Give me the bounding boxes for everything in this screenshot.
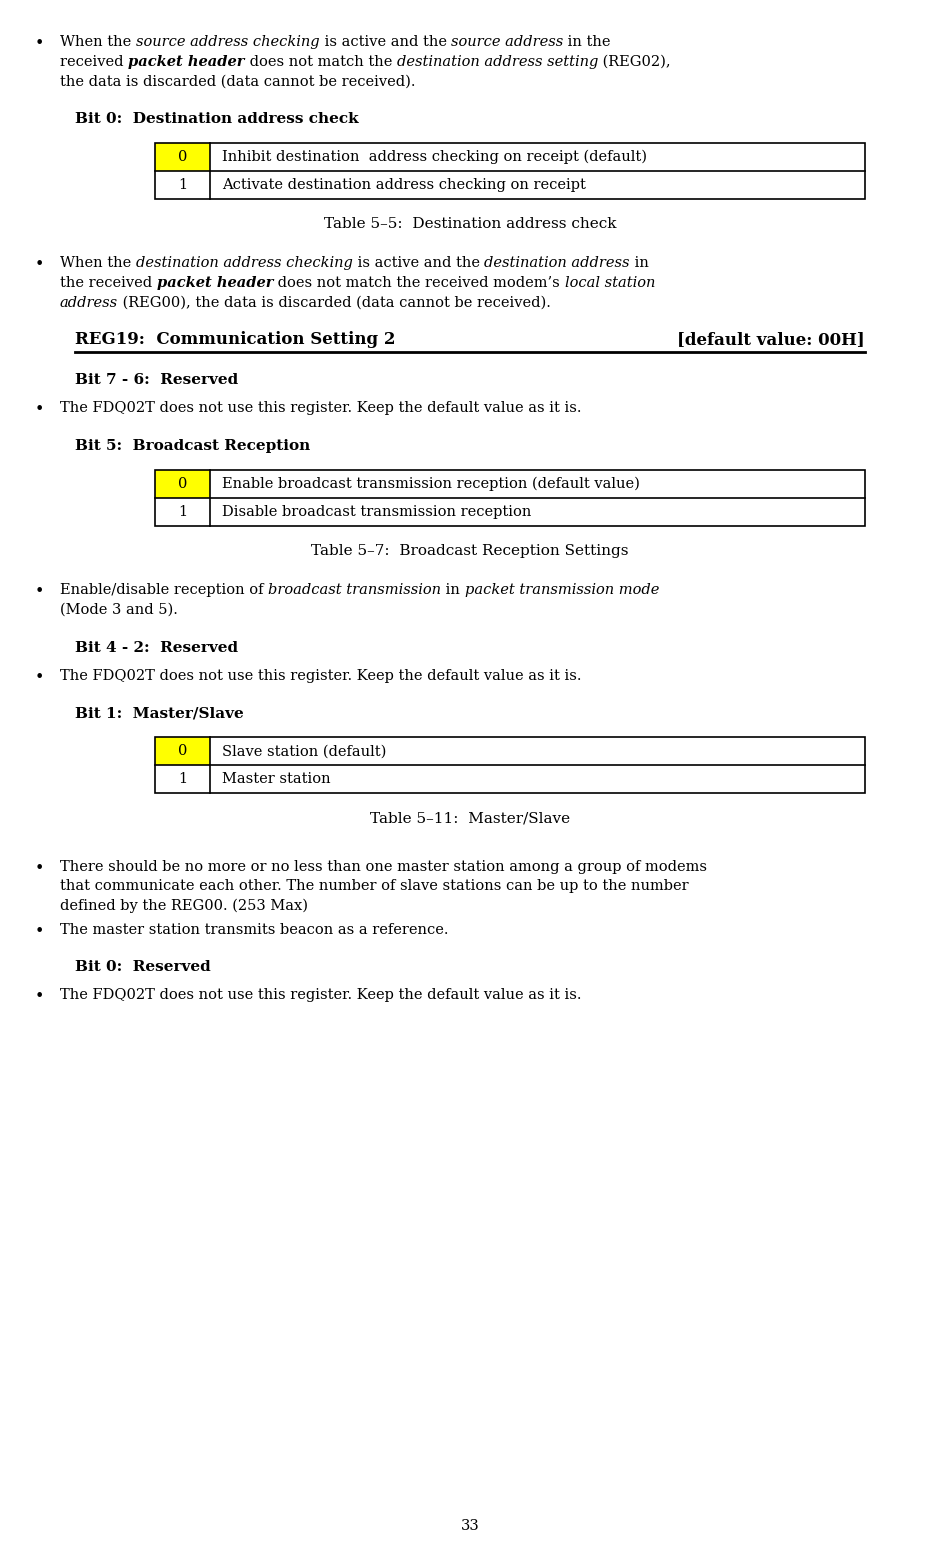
Text: Enable broadcast transmission reception (default value): Enable broadcast transmission reception … (222, 476, 640, 492)
Text: Enable/disable reception of: Enable/disable reception of (60, 583, 268, 597)
Text: 0: 0 (178, 150, 187, 164)
Bar (155, 470, 210, 498)
Text: 0: 0 (178, 478, 187, 492)
Text: 1: 1 (178, 506, 187, 520)
Text: Inhibit destination  address checking on receipt (default): Inhibit destination address checking on … (222, 150, 647, 164)
Text: address: address (60, 296, 118, 310)
Bar (155, 143, 210, 171)
Text: •: • (35, 583, 44, 600)
Text: Bit 5:  Broadcast Reception: Bit 5: Broadcast Reception (75, 439, 310, 453)
Text: •: • (35, 668, 44, 686)
Text: is active and the: is active and the (352, 256, 484, 270)
Text: When the: When the (60, 36, 136, 50)
Text: There should be no more or no less than one master station among a group of mode: There should be no more or no less than … (60, 859, 707, 873)
Text: packet header: packet header (128, 54, 244, 68)
Text: source address: source address (451, 36, 563, 50)
Text: is active and the: is active and the (320, 36, 451, 50)
Text: destination address setting: destination address setting (397, 54, 598, 68)
Text: Bit 0:  Destination address check: Bit 0: Destination address check (75, 112, 359, 126)
Text: Slave station (default): Slave station (default) (222, 744, 386, 758)
Text: the received: the received (60, 276, 157, 290)
Text: that communicate each other. The number of slave stations can be up to the numbe: that communicate each other. The number … (60, 879, 689, 893)
Text: 0: 0 (178, 744, 187, 758)
Text: broadcast transmission: broadcast transmission (268, 583, 441, 597)
Text: Disable broadcast transmission reception: Disable broadcast transmission reception (222, 506, 531, 520)
Text: Bit 4 - 2:  Reserved: Bit 4 - 2: Reserved (75, 641, 238, 655)
Text: The master station transmits beacon as a reference.: The master station transmits beacon as a… (60, 923, 448, 937)
Text: Bit 0:  Reserved: Bit 0: Reserved (75, 960, 211, 974)
Text: 1: 1 (178, 178, 187, 192)
Text: destination address checking: destination address checking (136, 256, 352, 270)
Text: When the: When the (60, 256, 136, 270)
Text: The FDQ02T does not use this register. Keep the default value as it is.: The FDQ02T does not use this register. K… (60, 668, 582, 682)
Text: in: in (630, 256, 649, 270)
Text: 33: 33 (461, 1518, 479, 1532)
Bar (155, 470, 865, 526)
Text: REG19:  Communication Setting 2: REG19: Communication Setting 2 (75, 330, 396, 347)
Text: local station: local station (565, 276, 655, 290)
Text: [default value: 00H]: [default value: 00H] (677, 330, 865, 347)
Text: The FDQ02T does not use this register. Keep the default value as it is.: The FDQ02T does not use this register. K… (60, 402, 582, 416)
Bar (155, 737, 865, 793)
Text: 1: 1 (178, 772, 187, 786)
Text: in: in (441, 583, 464, 597)
Text: packet transmission mode: packet transmission mode (464, 583, 659, 597)
Text: Bit 7 - 6:  Reserved: Bit 7 - 6: Reserved (75, 374, 238, 388)
Text: •: • (35, 859, 44, 876)
Text: •: • (35, 402, 44, 419)
Text: •: • (35, 36, 44, 53)
Bar (155, 737, 210, 765)
Text: The FDQ02T does not use this register. Keep the default value as it is.: The FDQ02T does not use this register. K… (60, 988, 582, 1002)
Text: destination address: destination address (484, 256, 630, 270)
Text: received: received (60, 54, 128, 68)
Text: source address checking: source address checking (136, 36, 320, 50)
Text: defined by the REG00. (253 Max): defined by the REG00. (253 Max) (60, 900, 308, 914)
Text: packet header: packet header (157, 276, 274, 290)
Text: Activate destination address checking on receipt: Activate destination address checking on… (222, 178, 586, 192)
Bar (155, 143, 865, 199)
Text: Table 5–11:  Master/Slave: Table 5–11: Master/Slave (370, 811, 570, 825)
Text: does not match the: does not match the (244, 54, 397, 68)
Text: •: • (35, 256, 44, 273)
Text: in the: in the (563, 36, 611, 50)
Text: the data is discarded (data cannot be received).: the data is discarded (data cannot be re… (60, 74, 415, 88)
Text: Bit 1:  Master/Slave: Bit 1: Master/Slave (75, 706, 243, 720)
Text: Master station: Master station (222, 772, 331, 786)
Text: Table 5–7:  Broadcast Reception Settings: Table 5–7: Broadcast Reception Settings (311, 544, 629, 558)
Text: (REG02),: (REG02), (598, 54, 670, 68)
Text: •: • (35, 923, 44, 940)
Text: (REG00), the data is discarded (data cannot be received).: (REG00), the data is discarded (data can… (118, 296, 551, 310)
Text: does not match the received modem’s: does not match the received modem’s (274, 276, 565, 290)
Text: •: • (35, 988, 44, 1005)
Text: Table 5–5:  Destination address check: Table 5–5: Destination address check (323, 217, 617, 231)
Text: (Mode 3 and 5).: (Mode 3 and 5). (60, 603, 178, 617)
